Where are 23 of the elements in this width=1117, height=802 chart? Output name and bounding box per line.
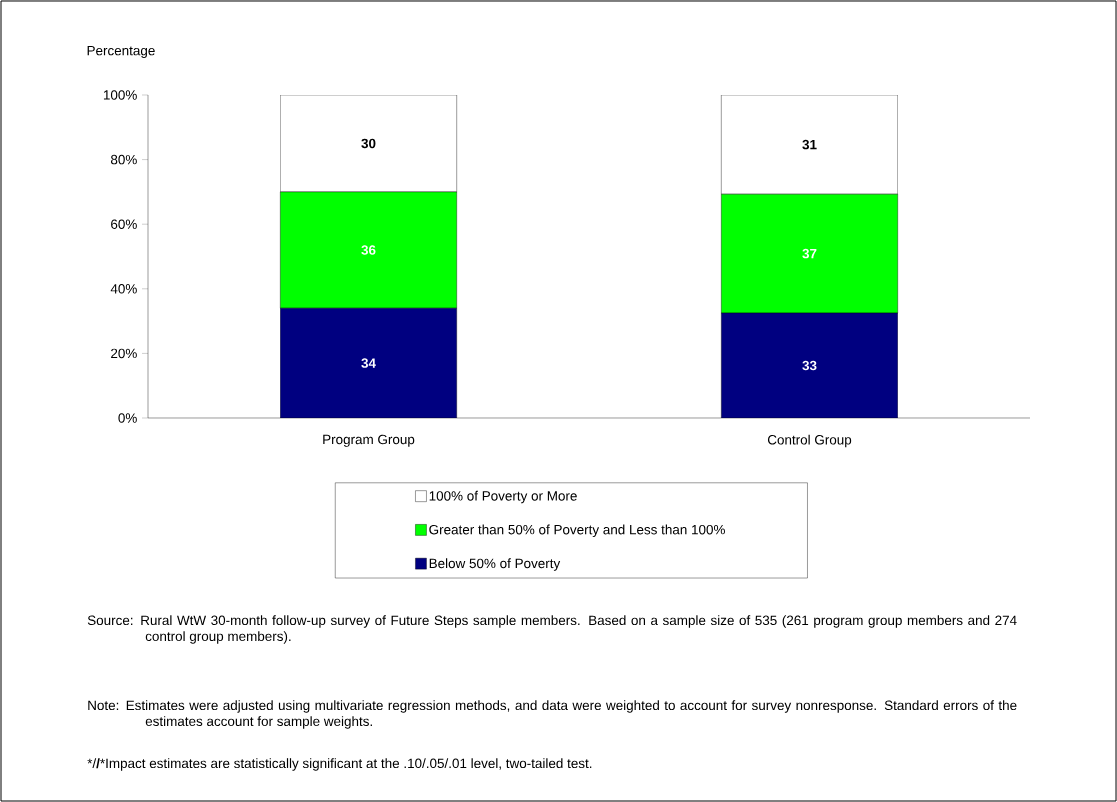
legend-label: 100% of Poverty or More xyxy=(429,490,577,504)
data-label: 33 xyxy=(802,360,817,371)
bar xyxy=(280,308,457,418)
data-label: 37 xyxy=(802,248,817,259)
data-label: 36 xyxy=(361,245,376,255)
x-tick-label: Control Group xyxy=(767,434,852,448)
text: *//*Impact estimates are statistically significant at the .10/.05/.01 level, two-tailed test. xyxy=(87,758,592,771)
y-tick-label: 20% xyxy=(111,348,137,359)
y-tick-label: 40% xyxy=(110,284,137,294)
x-tick-label: Program Group xyxy=(323,434,415,447)
y-tick-label: 0% xyxy=(118,413,137,423)
bar xyxy=(721,312,898,418)
text: Note: Estimates were adjusted using multivariate regression methods, and data were weighted to account for survey nonresponse. Standard errors of the estimates account for sample weights. xyxy=(88,700,1017,729)
y-axis-title: Percentage xyxy=(87,45,155,59)
data-label: 31 xyxy=(802,139,817,150)
source-note: Source: Rural WtW 30-month follow-up survey of Future Steps sample members. Based on a sample size of 535 (261 program group members and 274 control group members). xyxy=(87,615,1017,644)
data-label: 30 xyxy=(361,138,376,149)
legend-label: Below 50% of Poverty xyxy=(429,558,561,571)
y-tick-label: 100% xyxy=(103,90,137,100)
data-label: 34 xyxy=(361,358,376,368)
y-tick-label: 60% xyxy=(111,219,137,229)
legend-label: Greater than 50% of Poverty and Less than 100% xyxy=(429,524,725,538)
y-tick-label: 80% xyxy=(110,154,137,165)
